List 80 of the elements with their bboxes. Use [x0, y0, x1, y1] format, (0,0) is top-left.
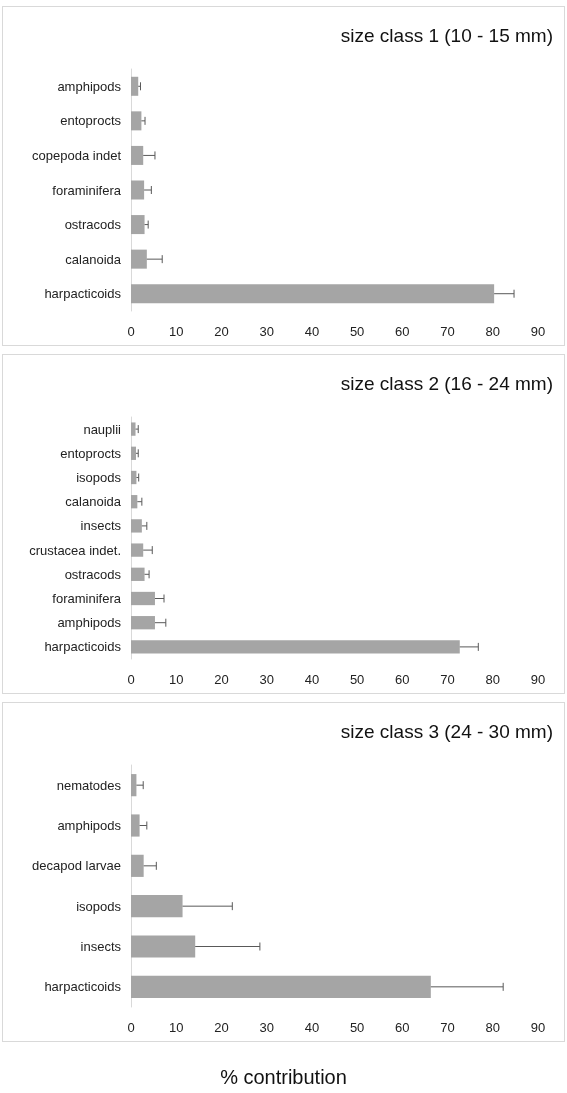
bar [131, 446, 136, 460]
y-tick-label: calanoida [65, 494, 122, 510]
bar [131, 814, 140, 837]
x-tick-label: 0 [127, 1020, 135, 1035]
x-tick-label: 50 [349, 1020, 365, 1035]
x-axis-title: % contribution [219, 1066, 348, 1089]
bar [131, 640, 460, 654]
bar [131, 975, 431, 998]
y-tick-label: nauplii [83, 421, 122, 437]
x-tick-label: 20 [214, 672, 229, 687]
x-tick-label: 80 [485, 672, 501, 687]
x-tick-label: 60 [395, 324, 410, 339]
y-tick-label: entoprocts [60, 445, 122, 461]
bar [131, 215, 145, 235]
y-tick-label: harpacticoids [44, 639, 122, 655]
y-tick-label: isopods [76, 470, 122, 485]
chart-title: size class 1 (10 - 15 mm) [340, 25, 554, 46]
y-tick-label: isopods [76, 898, 122, 914]
x-tick-label: 30 [259, 672, 274, 687]
bar [131, 470, 137, 485]
bar [131, 495, 138, 509]
bar [131, 422, 136, 436]
bar [131, 249, 147, 269]
bar [131, 616, 155, 630]
x-tick-label: 70 [440, 1020, 455, 1035]
y-tick-label: crustacea indet. [29, 542, 121, 558]
bar [131, 145, 144, 165]
bar [131, 76, 139, 96]
y-tick-label: entoprocts [60, 113, 122, 129]
x-tick-label: 10 [168, 324, 184, 339]
y-tick-label: ostracods [64, 566, 122, 582]
x-tick-label: 10 [168, 672, 184, 687]
bar [131, 111, 142, 131]
x-tick-label: 30 [259, 324, 274, 339]
x-tick-label: 50 [349, 324, 365, 339]
y-tick-label: copepoda indet [32, 147, 122, 163]
x-tick-label: 90 [530, 1020, 546, 1035]
y-tick-label: calanoida [65, 251, 122, 267]
x-tick-label: 90 [530, 324, 546, 339]
y-tick-label: insects [80, 939, 122, 954]
bar [131, 591, 155, 606]
bar [131, 774, 137, 797]
x-tick-label: 90 [530, 672, 546, 687]
y-tick-label: decapod larvae [32, 858, 121, 874]
chart-title: size class 3 (24 - 30 mm) [340, 721, 554, 742]
y-tick-label: ostracods [64, 217, 122, 233]
x-tick-label: 40 [304, 324, 320, 339]
bar [131, 935, 196, 958]
x-tick-label: 20 [214, 1020, 229, 1035]
x-tick-label: 80 [485, 324, 501, 339]
x-tick-label: 0 [127, 324, 135, 339]
x-tick-label: 40 [304, 672, 320, 687]
bar [131, 543, 144, 557]
y-tick-label: harpacticoids [44, 979, 122, 995]
x-tick-label: 30 [259, 1020, 274, 1035]
x-tick-label: 70 [440, 324, 455, 339]
x-tick-label: 40 [304, 1020, 320, 1035]
y-tick-label: foraminifera [52, 182, 122, 198]
y-tick-label: harpacticoids [44, 286, 122, 302]
y-tick-label: amphipods [57, 615, 122, 631]
x-tick-label: 60 [395, 1020, 410, 1035]
bar [131, 854, 144, 877]
bar [131, 519, 142, 533]
chart-title: size class 2 (16 - 24 mm) [340, 373, 554, 394]
y-tick-label: amphipods [57, 818, 122, 833]
x-tick-label: 10 [168, 1020, 184, 1035]
x-tick-label: 60 [395, 672, 410, 687]
bar [131, 284, 495, 304]
x-tick-label: 50 [349, 672, 365, 687]
y-tick-label: insects [80, 518, 122, 534]
y-tick-label: nematodes [56, 777, 122, 793]
x-tick-label: 0 [127, 672, 135, 687]
bar [131, 895, 183, 918]
bar [131, 567, 145, 581]
y-tick-label: foraminifera [52, 591, 122, 606]
x-tick-label: 70 [440, 672, 455, 687]
bar [131, 180, 145, 200]
x-tick-label: 20 [214, 324, 229, 339]
x-tick-label: 80 [485, 1020, 501, 1035]
y-tick-label: amphipods [57, 78, 122, 94]
